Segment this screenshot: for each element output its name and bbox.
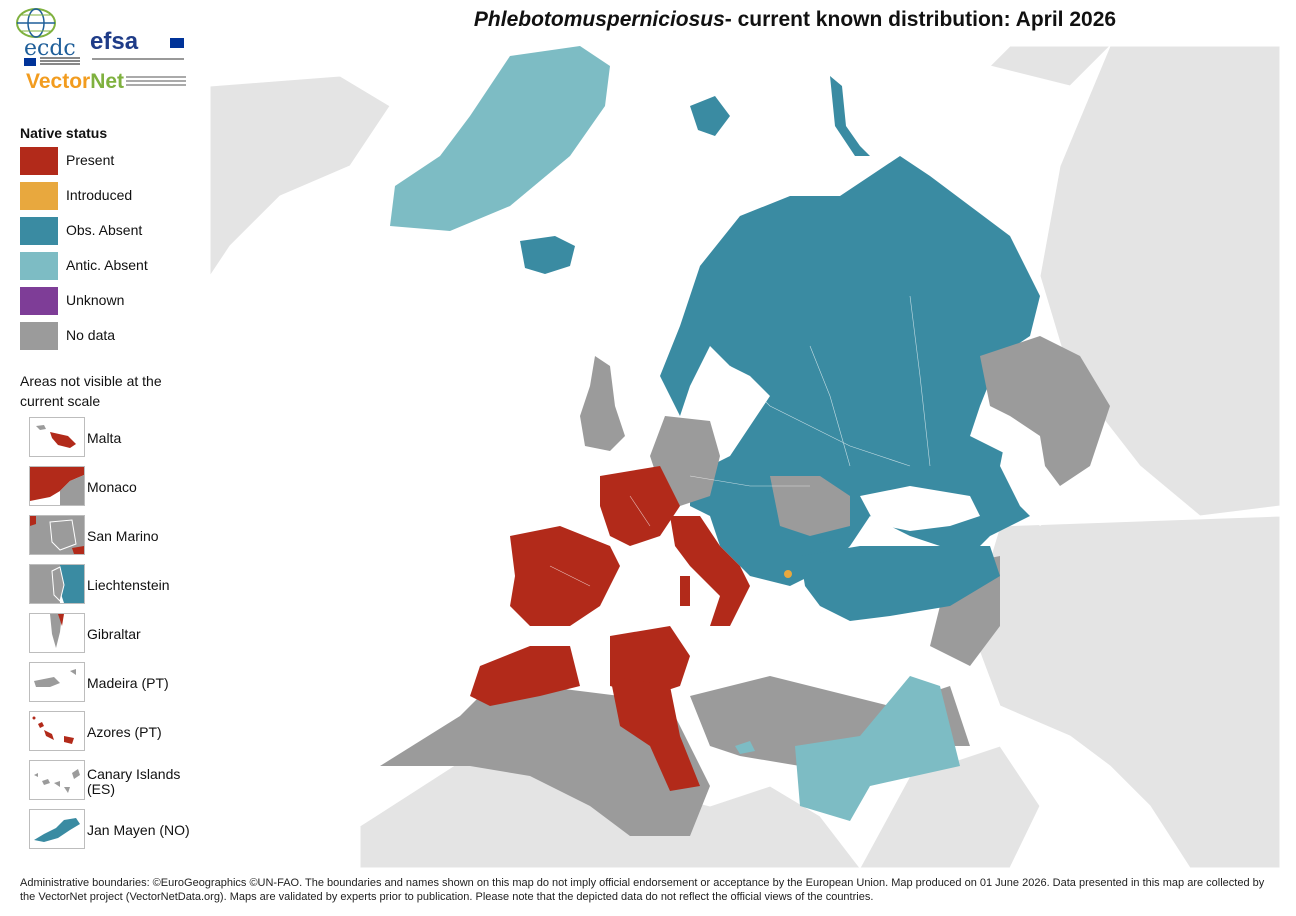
inset-label: Azores (PT) xyxy=(87,724,162,740)
inset-label: Jan Mayen (NO) xyxy=(87,822,190,838)
legend-label: Antic. Absent xyxy=(66,257,148,273)
legend: Native status Present Introduced Obs. Ab… xyxy=(20,125,200,350)
eu-flag-icon xyxy=(170,38,184,48)
inset-label: Canary Islands (ES) xyxy=(87,766,181,797)
legend-title: Native status xyxy=(20,125,108,141)
vectornet-wordmark: VectorNet xyxy=(26,70,125,93)
present-regions xyxy=(470,466,750,791)
inset-liechtenstein xyxy=(29,564,85,604)
inset-label: Liechtenstein xyxy=(87,577,170,593)
legend-swatch xyxy=(20,217,58,245)
region-greenland xyxy=(390,46,610,231)
ecdc-subtext xyxy=(40,57,80,59)
areas-not-visible-title: Areas not visible at the current scale xyxy=(20,373,162,409)
inset-gibraltar xyxy=(29,613,85,653)
footer-disclaimer: Administrative boundaries: ©EuroGeograph… xyxy=(20,877,1265,903)
inset-jan-mayen xyxy=(29,809,85,849)
legend-swatch xyxy=(20,287,58,315)
legend-label: No data xyxy=(66,327,116,343)
ecdc-wordmark: ecdc xyxy=(24,36,76,61)
region-iceland xyxy=(520,236,575,274)
ecdc-logo: ecdc xyxy=(10,6,90,70)
legend-label: Obs. Absent xyxy=(66,222,143,238)
inset-canary-islands xyxy=(29,760,85,800)
efsa-subtext xyxy=(92,58,184,60)
country-borders xyxy=(549,295,931,587)
inset-madeira xyxy=(29,662,85,702)
black-sea xyxy=(860,486,980,531)
inset-label: Monaco xyxy=(87,479,137,495)
inset-label: Gibraltar xyxy=(87,626,141,642)
legend-swatch xyxy=(20,252,58,280)
globe-icon xyxy=(16,8,56,38)
legend-swatch xyxy=(20,147,58,175)
region-introduced xyxy=(784,570,792,578)
inset-san-marino xyxy=(29,515,85,555)
species-name: Phlebotomusperniciosus xyxy=(473,8,725,31)
eu-flag-icon xyxy=(24,58,36,66)
region-greece-turkey xyxy=(800,546,1000,621)
inset-label: Madeira (PT) xyxy=(87,675,169,691)
region-lake xyxy=(735,741,755,754)
map-canvas xyxy=(210,46,1280,868)
title-rest: - current known distribution: April 2026 xyxy=(724,8,1117,31)
map-title: Phlebotomusperniciosus- current known di… xyxy=(300,8,1290,32)
inset-monaco xyxy=(29,466,85,506)
inset-label: Malta xyxy=(87,430,122,446)
region-novaya-zemlya xyxy=(830,76,870,156)
distribution-map xyxy=(210,46,1280,868)
inset-azores xyxy=(29,711,85,751)
inset-label: San Marino xyxy=(87,528,159,544)
region-svalbard xyxy=(690,96,730,136)
inset-malta xyxy=(29,417,85,457)
legend-swatch xyxy=(20,182,58,210)
region-egypt xyxy=(795,676,960,821)
legend-label: Present xyxy=(66,152,115,168)
legend-label: Introduced xyxy=(66,187,133,203)
legend-label: Unknown xyxy=(66,292,125,308)
partner-logos: ecdc efsa VectorNet xyxy=(10,6,200,101)
efsa-logo: efsa xyxy=(90,28,190,64)
vectornet-logo: VectorNet xyxy=(10,70,200,100)
no-data-regions xyxy=(380,336,1110,836)
vectornet-subtext xyxy=(126,76,186,78)
efsa-wordmark: efsa xyxy=(90,28,139,55)
region-northern-eurasia xyxy=(660,156,1040,586)
legend-swatch xyxy=(20,322,58,350)
caspian-sea xyxy=(1000,416,1055,526)
